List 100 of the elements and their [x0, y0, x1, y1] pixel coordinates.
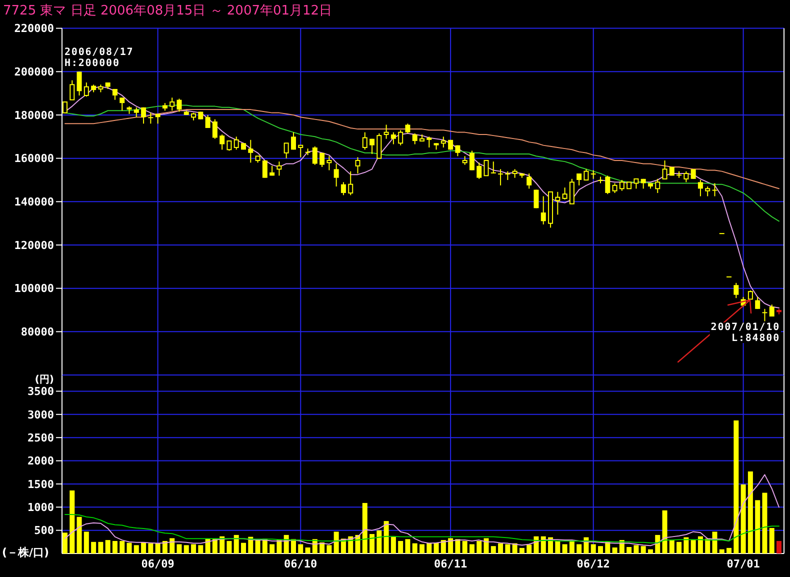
candlestick	[84, 82, 89, 98]
candlestick	[684, 170, 689, 183]
candlestick	[170, 97, 175, 112]
bar	[690, 540, 696, 554]
bar	[105, 540, 110, 554]
bar	[698, 536, 703, 554]
bar	[220, 536, 225, 554]
bar	[469, 544, 474, 554]
bar	[762, 492, 768, 554]
candlestick	[312, 146, 318, 166]
candlestick	[234, 136, 239, 150]
candlestick	[148, 112, 154, 124]
candlestick	[384, 124, 389, 140]
bar	[476, 540, 482, 554]
candlestick	[534, 189, 539, 209]
bar	[384, 521, 389, 554]
bar	[612, 547, 618, 554]
bar	[640, 546, 646, 554]
candlestick	[176, 98, 182, 112]
candlestick	[376, 132, 382, 159]
candlestick	[762, 308, 768, 322]
bar	[669, 540, 674, 554]
x-tick-label: 06/11	[434, 558, 468, 570]
bar	[748, 471, 753, 554]
y-tick-label: 140000	[14, 196, 54, 208]
bar	[91, 542, 96, 554]
bar	[434, 542, 439, 554]
candlestick	[134, 106, 139, 118]
candlestick	[440, 136, 446, 148]
bar	[590, 544, 596, 554]
bar	[498, 543, 504, 554]
bar	[440, 540, 446, 554]
candlestick	[205, 114, 210, 128]
bar	[148, 543, 154, 554]
y-tick-label: 100000	[14, 282, 54, 296]
candlestick	[498, 168, 504, 186]
bar	[769, 528, 774, 554]
bar	[70, 490, 75, 554]
bar	[648, 549, 653, 554]
bar	[134, 545, 139, 554]
candlestick	[619, 179, 624, 192]
candlestick	[355, 156, 360, 174]
bar	[305, 547, 310, 554]
bar	[490, 546, 496, 554]
bar	[326, 545, 332, 554]
candlestick	[769, 304, 774, 317]
candlestick	[262, 160, 268, 178]
bar	[626, 547, 632, 554]
bar	[362, 502, 368, 554]
candlestick	[220, 134, 225, 150]
y-axis-title: (円)	[34, 374, 54, 386]
candlestick	[141, 106, 146, 124]
y-axis-title: (－株/口)	[2, 546, 50, 559]
candlestick	[734, 282, 739, 299]
bar	[505, 544, 510, 554]
bar	[126, 542, 132, 554]
y-tick-label: 3000	[28, 408, 54, 422]
bar	[734, 420, 739, 554]
line-series	[64, 474, 780, 546]
bar	[98, 542, 104, 554]
candlestick	[340, 182, 346, 196]
bar	[62, 532, 68, 554]
bar	[712, 532, 718, 554]
candlestick	[569, 178, 574, 204]
candlestick	[370, 138, 375, 154]
bar	[569, 540, 574, 554]
x-tick-label: 07/01	[726, 558, 760, 570]
bar	[120, 540, 125, 554]
y-tick-label: 120000	[14, 238, 54, 252]
candlestick	[490, 161, 496, 174]
line-series	[64, 514, 780, 544]
bar	[740, 484, 746, 554]
annotation: 2006/08/17 H:200000	[64, 47, 134, 69]
candlestick	[398, 130, 404, 146]
bar	[726, 548, 732, 554]
bar	[248, 536, 254, 554]
bar	[276, 540, 282, 554]
y-tick-label: 1000	[28, 500, 54, 514]
bar	[162, 540, 168, 554]
bar	[298, 544, 304, 554]
candlestick	[555, 191, 560, 216]
y-tick-label: 200000	[14, 65, 54, 78]
bar	[705, 538, 710, 554]
bar	[719, 549, 724, 554]
bar	[241, 542, 246, 554]
bar	[234, 534, 239, 554]
candlestick	[562, 187, 568, 200]
bar	[484, 538, 489, 554]
x-tick-label: 06/09	[141, 558, 174, 570]
bar	[376, 530, 382, 554]
candlestick	[390, 132, 396, 145]
bar	[755, 500, 760, 554]
candlestick	[612, 182, 618, 194]
candlestick	[62, 101, 68, 114]
bar	[634, 545, 639, 554]
bar	[84, 532, 89, 554]
candlestick	[540, 196, 546, 225]
bar	[405, 539, 410, 554]
candlestick	[405, 123, 410, 134]
bar	[141, 542, 146, 554]
